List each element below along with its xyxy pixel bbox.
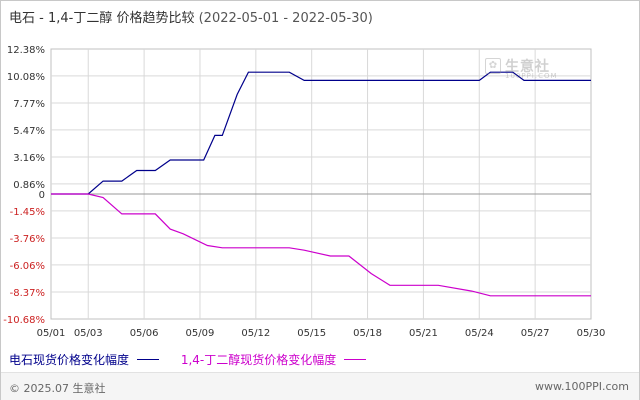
watermark-icon: ✿ [485,58,501,74]
chart-title: 电石 - 1,4-丁二醇 价格趋势比较 (2022-05-01 - 2022-0… [9,7,373,26]
series-line-bdo [51,193,591,297]
watermark-logo: ✿ 生意社 100PPI.COM [485,56,557,80]
chart-title-text: 电石 - 1,4-丁二醇 价格趋势比较 [9,11,195,26]
watermark-url: 100PPI.COM [505,72,558,80]
legend-swatch-bdo [344,359,367,360]
watermark-name: 生意社 [505,59,550,75]
footer-bar: © 2025.07 生意社 www.100PPI.com [1,372,639,400]
chart-legend: 电石现货价格变化幅度 1,4-丁二醇现货价格变化幅度 [9,351,384,368]
x-tick-label: 05/30 [577,328,606,339]
x-tick-label: 05/01 [37,328,66,339]
y-tick-label: 7.77% [13,99,45,110]
x-tick-label: 05/24 [465,328,494,339]
y-tick-label: 10.08% [7,72,45,83]
x-tick-label: 05/18 [353,328,382,339]
y-tick-label: 5.47% [13,126,45,137]
x-tick-label: 05/03 [74,328,103,339]
y-tick-label: -6.06% [10,261,45,272]
x-tick-label: 05/12 [241,328,270,339]
x-tick-label: 05/06 [130,328,159,339]
x-tick-label: 05/27 [521,328,550,339]
legend-label-bdo: 1,4-丁二醇现货价格变化幅度 [180,353,337,367]
legend-item-carbide: 电石现货价格变化幅度 [9,351,160,368]
x-tick-label: 05/09 [186,328,215,339]
y-tick-label: -8.37% [10,288,45,299]
footer-copyright: © 2025.07 生意社 [9,382,106,395]
chart-date-range: (2022-05-01 - 2022-05-30) [198,11,373,26]
legend-item-bdo: 1,4-丁二醇现货价格变化幅度 [180,351,367,368]
y-tick-label: -10.68% [3,315,45,326]
y-tick-label: -3.76% [10,234,45,245]
line-chart: 12.38% 10.08% 7.77% 5.47% 3.16% 0.86%0 -1.45% -… [3,45,606,339]
y-tick-label: 0 [39,190,45,201]
series-line-carbide [51,71,591,195]
legend-label-carbide: 电石现货价格变化幅度 [9,353,130,367]
y-tick-label: 12.38% [7,45,45,56]
y-tick-label: 3.16% [13,153,45,164]
y-tick-label: -1.45% [10,207,45,218]
x-tick-label: 05/21 [409,328,438,339]
footer-site-link[interactable]: www.100PPI.com [535,380,629,393]
legend-swatch-carbide [137,359,160,360]
x-tick-label: 05/15 [297,328,326,339]
y-tick-label: 0.86% [13,180,45,191]
